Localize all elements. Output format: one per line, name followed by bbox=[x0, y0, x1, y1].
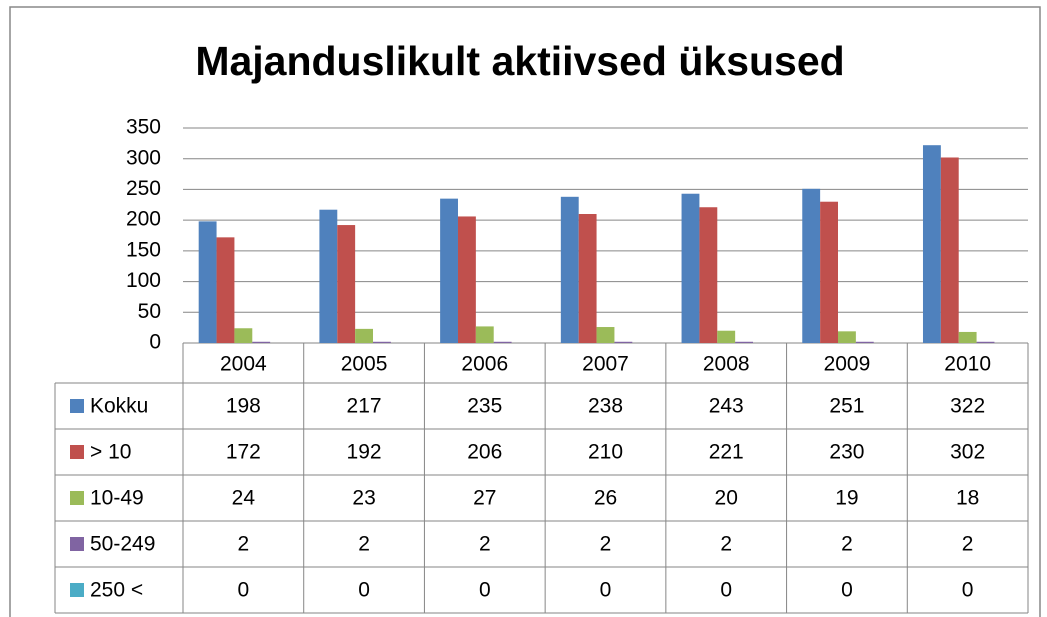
table-value: 0 bbox=[238, 579, 250, 602]
bar bbox=[355, 328, 374, 343]
table-value: 221 bbox=[709, 441, 744, 464]
x-tick-label: 2006 bbox=[461, 353, 508, 376]
table-value: 18 bbox=[956, 487, 979, 510]
y-tick-label: 0 bbox=[149, 331, 161, 354]
table-value: 302 bbox=[950, 441, 985, 464]
x-tick-label: 2010 bbox=[944, 353, 991, 376]
table-value: 238 bbox=[588, 395, 623, 418]
table-value: 2 bbox=[720, 533, 732, 556]
chart-title: Majanduslikult aktiivsed üksused bbox=[195, 38, 844, 84]
bar bbox=[802, 188, 821, 343]
table-value: 20 bbox=[715, 487, 738, 510]
bar bbox=[252, 341, 271, 343]
y-tick-label: 250 bbox=[126, 177, 161, 200]
chart-border bbox=[9, 6, 1041, 617]
bar bbox=[234, 328, 253, 343]
table-value: 235 bbox=[467, 395, 502, 418]
legend-label: 50-249 bbox=[90, 533, 155, 556]
bar bbox=[373, 341, 391, 343]
table-value: 2 bbox=[841, 533, 853, 556]
legend-key bbox=[70, 445, 84, 459]
table-value: 0 bbox=[841, 579, 853, 602]
bar bbox=[855, 341, 874, 343]
bar bbox=[319, 209, 338, 343]
legend-label: Kokku bbox=[90, 395, 148, 418]
bar bbox=[337, 225, 356, 343]
bar bbox=[440, 198, 458, 343]
table-value: 0 bbox=[962, 579, 974, 602]
y-tick-label: 350 bbox=[126, 116, 161, 139]
table-value: 0 bbox=[600, 579, 612, 602]
bar bbox=[475, 326, 494, 343]
x-tick-label: 2009 bbox=[824, 353, 871, 376]
bar bbox=[699, 207, 718, 343]
bar bbox=[493, 341, 512, 343]
bar bbox=[596, 327, 615, 343]
table-value: 2 bbox=[600, 533, 612, 556]
table-value: 192 bbox=[347, 441, 382, 464]
bar bbox=[958, 331, 977, 343]
bar bbox=[560, 196, 579, 343]
bar bbox=[216, 237, 235, 343]
table-value: 0 bbox=[479, 579, 491, 602]
legend-key bbox=[70, 537, 84, 551]
bar bbox=[820, 201, 838, 343]
table-value: 210 bbox=[588, 441, 623, 464]
table-value: 0 bbox=[358, 579, 370, 602]
bar bbox=[198, 221, 217, 343]
legend-key bbox=[70, 583, 84, 597]
table-value: 322 bbox=[950, 395, 985, 418]
table-value: 26 bbox=[594, 487, 617, 510]
y-tick-label: 150 bbox=[126, 238, 161, 261]
table-value: 251 bbox=[829, 395, 864, 418]
bar bbox=[922, 145, 941, 343]
table-value: 24 bbox=[232, 487, 256, 510]
y-tick-label: 300 bbox=[126, 146, 161, 169]
table-value: 172 bbox=[226, 441, 261, 464]
table-value: 2 bbox=[479, 533, 491, 556]
table-value: 23 bbox=[352, 487, 375, 510]
table-value: 19 bbox=[835, 487, 858, 510]
legend-label: 250 < bbox=[90, 579, 143, 602]
table-value: 0 bbox=[720, 579, 732, 602]
table-value: 230 bbox=[829, 441, 864, 464]
table-value: 27 bbox=[473, 487, 496, 510]
table-value: 2 bbox=[238, 533, 250, 556]
legend-key bbox=[70, 491, 84, 505]
x-tick-label: 2004 bbox=[220, 353, 267, 376]
table-value: 2 bbox=[358, 533, 370, 556]
y-tick-label: 100 bbox=[126, 269, 161, 292]
bar bbox=[578, 214, 597, 343]
x-tick-label: 2007 bbox=[582, 353, 629, 376]
legend-key bbox=[70, 399, 84, 413]
bar bbox=[457, 216, 476, 343]
table-value: 198 bbox=[226, 395, 261, 418]
bar bbox=[940, 157, 959, 343]
bar bbox=[735, 341, 754, 343]
bar bbox=[837, 331, 856, 343]
y-tick-label: 50 bbox=[138, 300, 161, 323]
y-tick-label: 200 bbox=[126, 208, 161, 231]
table-value: 243 bbox=[709, 395, 744, 418]
bar bbox=[976, 341, 995, 343]
table-value: 2 bbox=[962, 533, 974, 556]
table-value: 206 bbox=[467, 441, 502, 464]
legend-label: 10-49 bbox=[90, 487, 144, 510]
x-tick-label: 2005 bbox=[341, 353, 388, 376]
bar bbox=[681, 193, 700, 343]
table-value: 217 bbox=[347, 395, 382, 418]
bar bbox=[614, 341, 633, 343]
x-tick-label: 2008 bbox=[703, 353, 750, 376]
bar bbox=[717, 330, 736, 343]
legend-label: > 10 bbox=[90, 441, 131, 464]
